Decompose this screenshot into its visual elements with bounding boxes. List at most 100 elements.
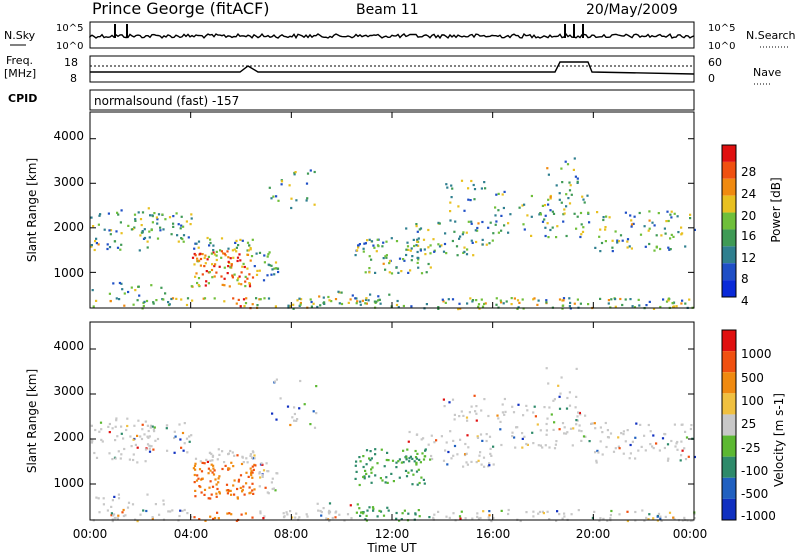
range-cell <box>453 444 457 448</box>
range-cell <box>634 436 637 439</box>
range-cell <box>108 431 111 434</box>
range-cell <box>143 300 146 303</box>
range-cell <box>253 488 256 491</box>
range-cell <box>223 300 226 303</box>
range-cell <box>539 212 542 215</box>
range-cell <box>364 469 367 472</box>
range-cell <box>334 298 338 301</box>
range-cell <box>354 254 357 257</box>
range-cell <box>606 519 609 522</box>
power-cbar-tick-20: 20 <box>741 209 756 223</box>
range-cell <box>479 516 482 520</box>
range-cell <box>200 470 204 473</box>
range-cell <box>340 291 343 294</box>
range-cell <box>458 515 462 518</box>
range-cell <box>108 422 111 426</box>
range-cell <box>543 204 547 207</box>
range-cell <box>398 257 402 260</box>
range-cell <box>267 253 270 256</box>
range-cell <box>298 407 301 410</box>
range-cell <box>562 213 565 216</box>
range-cell <box>189 223 192 226</box>
range-cell <box>398 458 401 461</box>
range-cell <box>168 303 171 306</box>
range-cell <box>680 302 683 305</box>
range-cell <box>180 237 183 240</box>
range-cell <box>186 451 189 454</box>
range-cell <box>466 434 469 437</box>
range-cell <box>496 414 499 417</box>
range-cell <box>566 431 569 434</box>
range-cell <box>370 240 374 243</box>
range-cell <box>146 435 149 438</box>
range-cell <box>153 430 156 433</box>
range-cell <box>547 173 550 176</box>
range-cell <box>409 249 412 252</box>
range-cell <box>305 182 309 185</box>
range-cell <box>503 413 506 416</box>
colorbar-frame <box>721 329 737 521</box>
range-cell <box>395 240 399 243</box>
range-cell <box>558 198 561 201</box>
range-cell <box>544 226 547 229</box>
range-cell <box>317 509 320 512</box>
range-cell <box>115 297 118 300</box>
range-cell <box>99 421 103 424</box>
range-cell <box>575 395 578 398</box>
range-cell <box>122 437 125 440</box>
range-cell <box>119 221 122 224</box>
colorbar-segment <box>722 414 736 436</box>
range-cell <box>494 206 497 209</box>
range-cell <box>572 427 575 430</box>
range-cell <box>675 305 678 308</box>
range-cell <box>221 467 224 471</box>
range-cell <box>635 422 638 425</box>
range-cell <box>495 220 498 223</box>
range-cell <box>242 485 245 488</box>
range-cell <box>502 206 505 210</box>
range-cell <box>192 467 195 470</box>
range-cell <box>194 457 198 460</box>
range-cell <box>452 439 455 442</box>
range-cell <box>461 233 464 236</box>
range-cell <box>262 279 266 282</box>
range-cell <box>664 232 667 235</box>
range-cell <box>94 240 97 243</box>
range-cell <box>680 226 683 229</box>
range-cell <box>425 303 428 306</box>
range-cell <box>230 493 233 496</box>
range-cell <box>179 227 182 230</box>
range-cell <box>252 468 255 471</box>
range-cell <box>691 519 694 522</box>
range-cell <box>407 248 410 251</box>
range-cell <box>575 227 578 230</box>
range-cell <box>106 509 109 512</box>
range-cell <box>445 441 448 444</box>
range-cell <box>262 517 265 520</box>
range-cell <box>532 298 535 301</box>
range-cell <box>315 412 318 415</box>
range-cell <box>420 272 424 275</box>
range-cell <box>583 201 586 204</box>
range-cell <box>469 297 472 300</box>
range-cell <box>242 262 245 265</box>
nsearch-label: N.Search <box>746 29 796 42</box>
range-cell <box>254 464 257 467</box>
range-cell <box>162 503 165 506</box>
range-cell <box>241 265 244 268</box>
range-cell <box>568 202 572 205</box>
range-cell <box>594 246 597 249</box>
range-cell <box>617 436 620 439</box>
range-cell <box>100 438 103 441</box>
range-cell <box>236 256 240 259</box>
range-cell <box>212 464 215 467</box>
range-cell <box>140 231 143 234</box>
range-cell <box>362 512 365 515</box>
range-cell <box>672 516 675 519</box>
range-cell <box>215 495 218 498</box>
range-cell <box>183 422 186 425</box>
range-cell <box>384 268 387 271</box>
range-cell <box>223 284 226 287</box>
range-cell <box>362 465 365 469</box>
range-cell <box>232 256 235 259</box>
